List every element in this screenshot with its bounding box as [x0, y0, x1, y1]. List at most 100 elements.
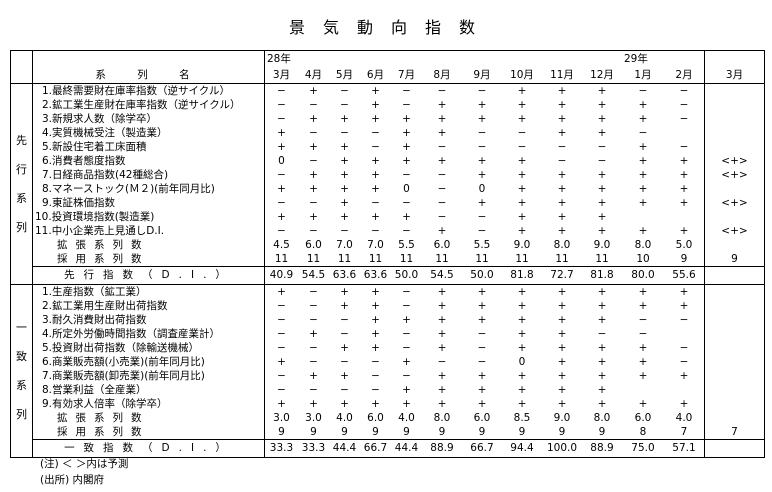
sign-value: +: [477, 370, 487, 382]
sign-value: −: [477, 342, 487, 354]
sign-value: −: [340, 127, 349, 139]
sign-value: −: [371, 370, 380, 382]
sign-value: +: [557, 286, 567, 298]
year-label: [502, 51, 542, 68]
sign-value: −: [340, 384, 349, 396]
sign-value: +: [340, 183, 349, 195]
sign-value: −: [309, 384, 318, 396]
table-row: 6.商業販売額(小売業)(前年同月比) + − − − + − − 0 + + + −: [11, 355, 765, 369]
sign-value: −: [402, 169, 411, 181]
sign-value: +: [517, 342, 527, 354]
sign-value: −: [309, 127, 318, 139]
di-value: 50.0: [462, 266, 502, 285]
sign-value: +: [340, 141, 349, 153]
extended-count-row: 拡張系列数 4.5 6.0 7.0 7.0 5.5 6.0 5.5 9.0 8.0 9.0 8.0 5.…: [11, 238, 765, 252]
sign-value: +: [309, 169, 318, 181]
sign-value: +: [638, 183, 648, 195]
table-row: 11.中小企業売上見通しD.I. − − − − − + − + + + + + <+>: [11, 224, 765, 238]
group-label-char: 列: [16, 408, 27, 421]
month-header: 12月: [582, 67, 622, 84]
series-name: 1.最終需要財在庫率指数（逆サイクル）: [32, 83, 265, 98]
sign-value: +: [437, 155, 447, 167]
sign-value: +: [557, 370, 567, 382]
series-name: 2.鉱工業生産財在庫率指数（逆サイクル）: [32, 98, 265, 112]
di-value: 88.9: [582, 439, 622, 458]
sign-value: +: [437, 300, 447, 312]
extended-value: 4.0: [336, 412, 353, 424]
coincident-group-label: 一致系列: [10, 284, 33, 458]
sign-value: +: [638, 225, 648, 237]
sign-value: +: [477, 384, 487, 396]
adopted-value: 11: [595, 253, 609, 265]
sign-value: +: [679, 286, 689, 298]
adopted-label: 採用系列数: [32, 252, 265, 267]
month-header: 6月: [360, 67, 391, 84]
sign-value: −: [679, 141, 689, 153]
month-header: 11月: [542, 67, 582, 84]
adopted-value: 7: [680, 426, 688, 438]
sign-value: −: [402, 197, 411, 209]
sign-value: +: [679, 155, 689, 167]
sign-value: +: [477, 99, 487, 111]
group-label-char: 系: [16, 379, 27, 392]
sign-value: +: [517, 300, 527, 312]
forecast-value: [704, 341, 765, 355]
table-row: 3.新規求人数（除学卒） − + + + + + + + + + + −: [11, 112, 765, 126]
sign-value: +: [557, 211, 567, 223]
month-header: 10月: [502, 67, 542, 84]
sign-value: +: [557, 300, 567, 312]
sign-value: +: [638, 169, 648, 181]
extended-value: 9.0: [593, 239, 611, 251]
sign-value: −: [477, 127, 487, 139]
extended-value: 4.0: [398, 412, 415, 424]
sign-value: +: [309, 398, 318, 410]
extended-value: 3.0: [273, 412, 290, 424]
sign-value: −: [437, 356, 447, 368]
sign-value: −: [309, 225, 318, 237]
sign-value: −: [340, 356, 349, 368]
extended-forecast: [704, 411, 765, 425]
sign-value: −: [277, 342, 286, 354]
series-name: 8.営業利益（全産業）: [32, 383, 265, 397]
sign-value: +: [597, 370, 607, 382]
series-name: 3.耐久消費財出荷指数: [32, 313, 265, 327]
month-header: 7月: [391, 67, 422, 84]
sign-value: +: [477, 286, 487, 298]
table-row: 6.消費者態度指数 0 − + + + + + + − − + + <+>: [11, 154, 765, 168]
sign-value: −: [277, 370, 286, 382]
sign-value: +: [517, 155, 527, 167]
sign-value: −: [638, 127, 648, 139]
di-value: 75.0: [622, 439, 664, 458]
sign-value: +: [638, 370, 648, 382]
sign-value: +: [638, 342, 648, 354]
di-value: 100.0: [542, 439, 582, 458]
sign-value: −: [638, 314, 648, 326]
sign-value: 0: [478, 183, 486, 195]
series-name-header: 系 列 名: [32, 67, 265, 84]
sign-value: +: [638, 286, 648, 298]
di-value: 80.0: [622, 266, 664, 285]
sign-value: −: [340, 328, 349, 340]
coincident-di-row: 一致指数（D.I.） 33.3 33.3 44.4 66.7 44.4 88.9 66.7 94…: [11, 439, 765, 458]
sign-value: [664, 126, 705, 140]
extended-forecast: [704, 238, 765, 252]
sign-value: +: [277, 141, 286, 153]
di-label: 先行指数（D.I.）: [32, 266, 265, 285]
month-header: 1月: [622, 67, 664, 84]
sign-value: +: [597, 211, 607, 223]
sign-value: −: [437, 183, 447, 195]
sign-value: +: [309, 183, 318, 195]
sign-value: +: [638, 99, 648, 111]
di-label: 一致指数（D.I.）: [32, 439, 265, 458]
sign-value: −: [309, 300, 318, 312]
di-value: 44.4: [329, 439, 360, 458]
sign-value: +: [437, 113, 447, 125]
extended-value: 9.0: [553, 412, 571, 424]
sign-value: +: [437, 286, 447, 298]
year-label: 29年: [624, 53, 648, 65]
sign-value: +: [309, 370, 318, 382]
sign-value: +: [679, 197, 689, 209]
sign-value: +: [437, 225, 447, 237]
forecast-note: (注) ＜ ＞内は予測: [40, 458, 129, 470]
series-name: 4.所定外労働時間指数（調査産業計）: [32, 327, 265, 341]
